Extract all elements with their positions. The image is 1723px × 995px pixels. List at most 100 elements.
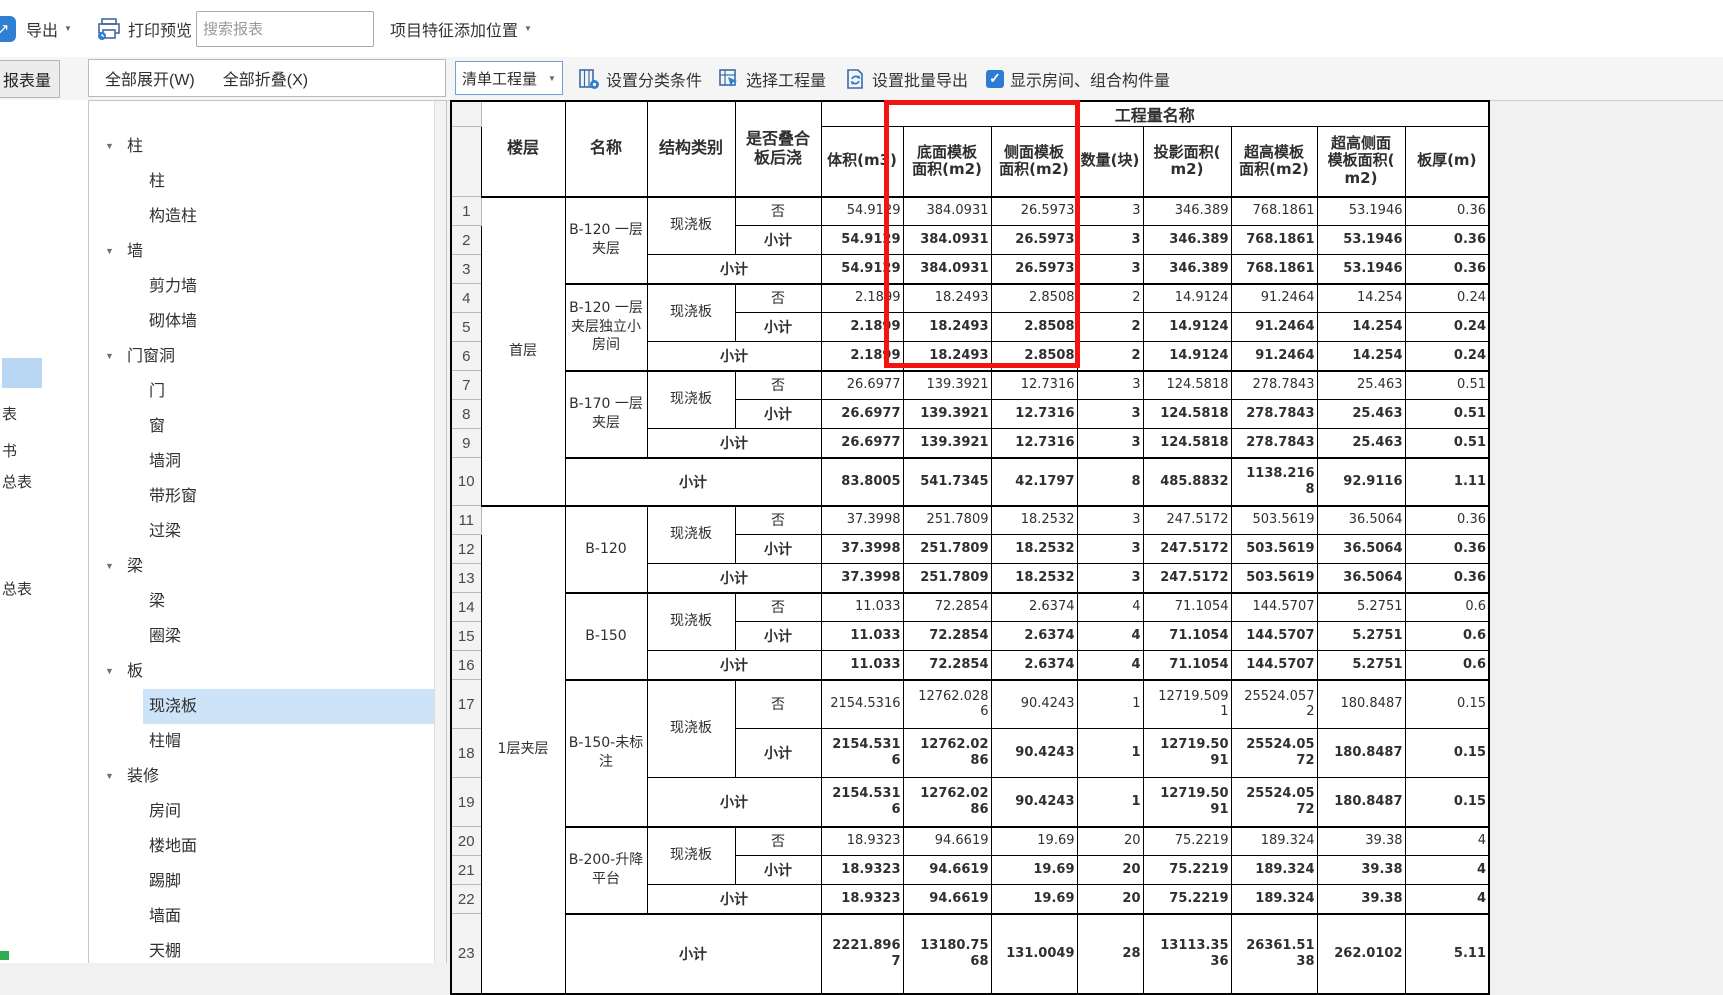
subtotal-label-cell[interactable]: 小计 (564, 912, 822, 994)
show-room-toggle[interactable]: ✓ 显示房间、组合构件量 (986, 57, 1170, 100)
print-preview-button[interactable]: 打印预览 (96, 0, 192, 57)
subtotal-label-cell[interactable]: 小计 (646, 254, 822, 284)
row-number[interactable]: 1 (450, 196, 482, 226)
value-cell[interactable]: 25524.05 72 (1230, 728, 1318, 778)
tree-collapse-icon[interactable]: ▼ (105, 351, 114, 361)
search-input[interactable] (197, 20, 408, 38)
tree-item-构造柱[interactable]: 构造柱 (89, 199, 434, 234)
value-cell[interactable]: 384.0931 (902, 195, 992, 226)
value-cell[interactable]: 37.3998 (820, 563, 904, 593)
value-cell[interactable]: 91.2464 (1230, 312, 1318, 342)
value-cell[interactable]: 26.5973 (990, 225, 1078, 255)
quantity-title-header[interactable]: 工程量名称 (820, 100, 1490, 127)
tree-item-剪力墙[interactable]: 剪力墙 (89, 269, 434, 304)
report-search-box[interactable] (196, 11, 408, 47)
value-cell[interactable]: 0.24 (1404, 312, 1490, 342)
row-number[interactable]: 14 (450, 592, 482, 622)
value-cell[interactable]: 5.11 (1404, 912, 1490, 994)
value-cell[interactable]: 139.3921 (902, 369, 992, 400)
value-cell[interactable]: 20 (1076, 884, 1144, 914)
value-cell[interactable]: 71.1054 (1142, 621, 1232, 651)
value-cell[interactable]: 1 (1076, 728, 1144, 778)
value-cell[interactable]: 251.7809 (902, 504, 992, 535)
column-header[interactable]: 结构类别 (646, 100, 736, 197)
value-cell[interactable]: 2.6374 (990, 650, 1078, 680)
value-cell[interactable]: 90.4243 (990, 728, 1078, 778)
value-cell[interactable]: 1 (1076, 678, 1144, 729)
value-cell[interactable]: 20 (1076, 855, 1144, 885)
value-cell[interactable]: 2221.896 7 (820, 912, 904, 994)
row-number[interactable]: 21 (450, 855, 482, 885)
value-cell[interactable]: 0.51 (1404, 428, 1490, 458)
tree-item-楼地面[interactable]: 楼地面 (89, 829, 434, 864)
value-cell[interactable]: 28 (1076, 912, 1144, 994)
value-cell[interactable]: 2.8508 (990, 312, 1078, 342)
value-cell[interactable]: 39.38 (1316, 884, 1406, 914)
report-list-item-partial[interactable]: 表 (2, 406, 18, 423)
value-cell[interactable]: 19.69 (990, 884, 1078, 914)
value-cell[interactable]: 12719.50 91 (1142, 777, 1232, 827)
value-cell[interactable]: 25524.057 2 (1230, 678, 1318, 729)
value-cell[interactable]: 124.5818 (1142, 369, 1232, 400)
value-cell[interactable]: 94.6619 (902, 855, 992, 885)
value-cell[interactable]: 12719.50 91 (1142, 728, 1232, 778)
subtotal-label-cell[interactable]: 小计 (734, 855, 822, 885)
report-list-item-partial[interactable]: 总表 (2, 474, 33, 491)
value-cell[interactable]: 26.6977 (820, 369, 904, 400)
name-cell[interactable]: B-120 一层夹层独立小房间 (564, 282, 648, 371)
value-cell[interactable]: 2.6374 (990, 621, 1078, 651)
chevron-down-icon[interactable]: ▼ (524, 24, 532, 33)
value-cell[interactable]: 12.7316 (990, 428, 1078, 458)
value-cell[interactable]: 180.8487 (1316, 728, 1406, 778)
value-cell[interactable]: 72.2854 (902, 591, 992, 622)
value-cell[interactable]: 3 (1076, 428, 1144, 458)
tree-item-装修[interactable]: ▼ 装修 (89, 759, 434, 794)
batch-export-button[interactable]: 设置批量导出 (844, 57, 968, 100)
column-header[interactable]: 超高模板 面积(m2) (1230, 126, 1318, 197)
value-cell[interactable]: 3 (1076, 225, 1144, 255)
value-cell[interactable]: 14.9124 (1142, 341, 1232, 371)
subtotal-label-cell[interactable]: 小计 (564, 456, 822, 506)
tab-report-quantity[interactable]: 报表量 (0, 60, 60, 98)
expand-all-button[interactable]: 全部展开(W) (105, 72, 195, 89)
tree-collapse-icon[interactable]: ▼ (105, 666, 114, 676)
value-cell[interactable]: 0.36 (1404, 225, 1490, 255)
row-number[interactable]: 10 (450, 457, 482, 506)
value-cell[interactable]: 90.4243 (990, 678, 1078, 729)
tree-item-现浇板[interactable]: 现浇板 (89, 689, 434, 724)
tree-item-墙洞[interactable]: 墙洞 (89, 444, 434, 479)
value-cell[interactable]: 503.5619 (1230, 534, 1318, 564)
tree-item-天棚[interactable]: 天棚 (89, 934, 434, 963)
row-number[interactable]: 18 (450, 728, 482, 778)
subtotal-label-cell[interactable]: 小计 (734, 728, 822, 778)
value-cell[interactable]: 12762.02 86 (902, 728, 992, 778)
value-cell[interactable]: 18.2532 (990, 504, 1078, 535)
floor-cell[interactable]: 1层夹层 (480, 504, 566, 994)
tree-item-梁[interactable]: 梁 (89, 584, 434, 619)
value-cell[interactable]: 14.254 (1316, 282, 1406, 313)
value-cell[interactable]: 0.36 (1404, 504, 1490, 535)
tree-collapse-icon[interactable]: ▼ (105, 561, 114, 571)
tree-item-窗[interactable]: 窗 (89, 409, 434, 444)
value-cell[interactable]: 26361.51 38 (1230, 912, 1318, 994)
column-header[interactable]: 是否叠合 板后浇 (734, 100, 822, 197)
checkbox-checked-icon[interactable]: ✓ (986, 69, 1004, 88)
value-cell[interactable]: 2.8508 (990, 341, 1078, 371)
value-cell[interactable]: 18.9323 (820, 855, 904, 885)
tree-item-踢脚[interactable]: 踢脚 (89, 864, 434, 899)
value-cell[interactable]: 26.6977 (820, 428, 904, 458)
value-cell[interactable]: 485.8832 (1142, 456, 1232, 506)
value-cell[interactable]: 131.0049 (990, 912, 1078, 994)
row-number[interactable]: 6 (450, 341, 482, 371)
row-number[interactable]: 16 (450, 650, 482, 680)
value-cell[interactable]: 75.2219 (1142, 855, 1232, 885)
value-cell[interactable]: 189.324 (1230, 825, 1318, 856)
value-cell[interactable]: 0.15 (1404, 777, 1490, 827)
subtotal-label-cell[interactable]: 小计 (734, 399, 822, 429)
value-cell[interactable]: 26.6977 (820, 399, 904, 429)
value-cell[interactable]: 180.8487 (1316, 777, 1406, 827)
value-cell[interactable]: 26.5973 (990, 195, 1078, 226)
quantity-type-dropdown[interactable]: 清单工程量 ▼ (455, 61, 563, 95)
overlap-flag-cell[interactable]: 否 (734, 282, 822, 313)
value-cell[interactable]: 278.7843 (1230, 369, 1318, 400)
